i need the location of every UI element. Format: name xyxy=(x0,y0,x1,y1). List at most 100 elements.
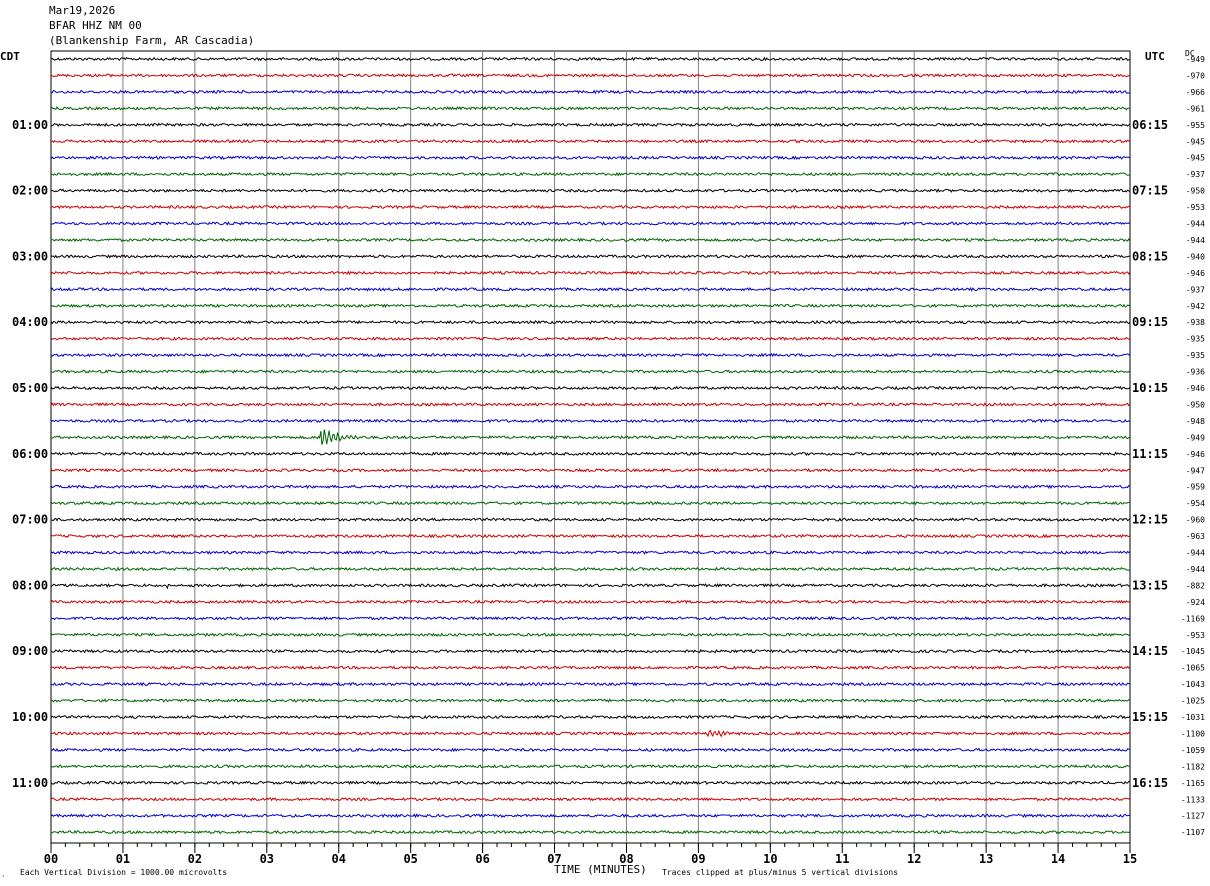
left-hour-label: 08:00 xyxy=(12,578,48,592)
right-zone-label: UTC xyxy=(1145,50,1165,63)
trace-35 xyxy=(50,632,1131,637)
dc-offset-label: -1025 xyxy=(1181,697,1205,706)
dc-offset-label: -1065 xyxy=(1181,664,1205,673)
trace-25 xyxy=(50,467,1131,473)
right-hour-label: 14:15 xyxy=(1132,644,1168,658)
trace-40 xyxy=(50,714,1131,720)
dc-offset-label: -1100 xyxy=(1181,729,1205,738)
trace-24 xyxy=(50,451,1131,457)
dc-offset-label: -938 xyxy=(1186,318,1205,327)
trace-31 xyxy=(50,566,1131,572)
dc-offset-label: -942 xyxy=(1186,302,1205,311)
right-hour-label: 11:15 xyxy=(1132,447,1168,461)
right-hour-label: 09:15 xyxy=(1132,315,1168,329)
trace-38 xyxy=(50,681,1131,687)
trace-39 xyxy=(50,698,1130,703)
x-tick-label: 15 xyxy=(1123,852,1137,866)
trace-28 xyxy=(50,517,1131,522)
dc-offset-label: -937 xyxy=(1186,285,1205,294)
dc-offset-label: -970 xyxy=(1186,71,1205,80)
dc-offset-label: -946 xyxy=(1186,450,1205,459)
dc-offset-label: -1127 xyxy=(1181,812,1205,821)
dc-offset-label: -953 xyxy=(1186,631,1205,640)
x-tick-label: 10 xyxy=(763,852,777,866)
dc-offset-label: -949 xyxy=(1186,433,1205,442)
dc-offset-label: -940 xyxy=(1186,252,1205,261)
trace-30 xyxy=(50,550,1131,555)
trace-29 xyxy=(50,533,1131,539)
dc-offset-label: -1043 xyxy=(1181,680,1205,689)
right-hour-label: 16:15 xyxy=(1132,776,1168,790)
trace-21 xyxy=(50,402,1131,407)
dc-offset-label: -944 xyxy=(1186,549,1205,558)
dc-offset-label: -1059 xyxy=(1181,746,1205,755)
x-tick-label: 09 xyxy=(691,852,705,866)
x-tick-label: 00 xyxy=(44,852,58,866)
x-tick-label: 14 xyxy=(1051,852,1065,866)
trace-33 xyxy=(50,599,1131,605)
clip-note: Traces clipped at plus/minus 5 vertical … xyxy=(662,868,899,877)
trace-4 xyxy=(50,122,1131,128)
right-hour-label: 13:15 xyxy=(1132,578,1168,592)
header-date: Mar19,2026 xyxy=(49,4,116,17)
trace-42 xyxy=(50,747,1131,753)
trace-2 xyxy=(50,89,1131,95)
dc-offset-label: -961 xyxy=(1186,104,1205,113)
dc-offset-label: -946 xyxy=(1186,269,1205,278)
trace-46 xyxy=(50,813,1131,819)
x-tick-label: 03 xyxy=(260,852,274,866)
header-location: (Blankenship Farm, AR Cascadia) xyxy=(49,34,255,47)
trace-47 xyxy=(50,829,1131,835)
dc-offset-label: -1133 xyxy=(1181,795,1205,804)
dc-offset-label: -947 xyxy=(1186,466,1205,475)
trace-5 xyxy=(51,138,1131,144)
trace-36 xyxy=(50,648,1131,654)
trace-37 xyxy=(50,665,1131,670)
dc-offset-label: -1045 xyxy=(1181,647,1205,656)
dc-offset-label: -945 xyxy=(1186,154,1205,163)
dc-offset-label: -1182 xyxy=(1181,762,1205,771)
trace-6 xyxy=(50,155,1131,160)
dc-offset-label: -959 xyxy=(1186,483,1205,492)
trace-3 xyxy=(50,106,1131,111)
trace-7 xyxy=(50,171,1131,177)
dc-offset-label: -944 xyxy=(1186,220,1205,229)
trace-11 xyxy=(50,237,1131,243)
dc-offset-label: -946 xyxy=(1186,384,1205,393)
dc-offset-label: -944 xyxy=(1186,565,1205,574)
dc-offset-label: -944 xyxy=(1186,236,1205,245)
dc-offset-label: -1165 xyxy=(1181,779,1205,788)
dc-offset-label: -960 xyxy=(1186,516,1205,525)
trace-20 xyxy=(50,385,1131,391)
trace-32 xyxy=(50,583,1130,590)
right-hour-label: 08:15 xyxy=(1132,249,1168,263)
trace-44 xyxy=(50,780,1131,786)
dc-offset-label: -963 xyxy=(1186,532,1205,541)
trace-9 xyxy=(50,204,1131,210)
dc-offset-label: -935 xyxy=(1186,335,1205,344)
dc-offset-label: -953 xyxy=(1186,203,1205,212)
header-station: BFAR HHZ NM 00 xyxy=(49,19,142,32)
dc-label: DC xyxy=(1185,49,1195,58)
trace-0 xyxy=(50,56,1131,62)
x-tick-label: 04 xyxy=(332,852,346,866)
left-hour-label: 05:00 xyxy=(12,381,48,395)
left-hour-label: 06:00 xyxy=(12,447,48,461)
trace-34 xyxy=(50,615,1131,621)
x-tick-label: 13 xyxy=(979,852,993,866)
right-hour-label: 10:15 xyxy=(1132,381,1168,395)
right-hour-label: 12:15 xyxy=(1132,513,1168,527)
trace-22 xyxy=(50,418,1131,424)
dc-offset-label: -966 xyxy=(1186,88,1205,97)
left-hour-label: 04:00 xyxy=(12,315,48,329)
trace-13 xyxy=(50,270,1131,276)
left-hour-label: 10:00 xyxy=(12,710,48,724)
dc-offset-label: -935 xyxy=(1186,351,1205,360)
left-hour-label: 03:00 xyxy=(12,249,48,263)
dc-offset-label: -950 xyxy=(1186,400,1205,409)
dc-offset-label: -955 xyxy=(1186,121,1205,130)
trace-8 xyxy=(50,188,1131,193)
dc-offset-label: -936 xyxy=(1186,368,1205,377)
x-tick-label: 06 xyxy=(475,852,489,866)
dc-offset-label: -924 xyxy=(1186,598,1205,607)
